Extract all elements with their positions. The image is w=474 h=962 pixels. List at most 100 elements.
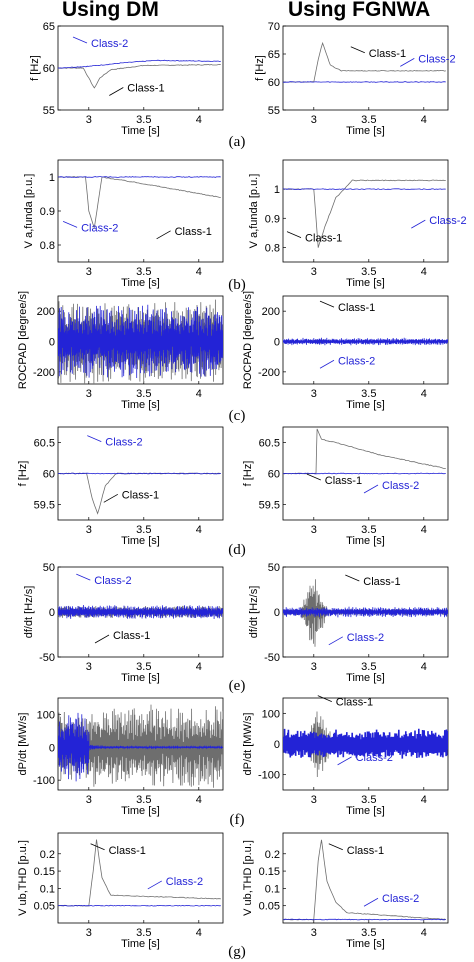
x-tick-label: 3 (311, 266, 317, 278)
y-tick-label: 0.05 (34, 901, 55, 913)
y-tick-label: 0 (274, 337, 280, 349)
series-line-class-2 (58, 176, 221, 178)
annotation-arrow (147, 880, 162, 890)
annotation-label: Class-1 (305, 233, 342, 245)
x-axis-label: Time [s] (121, 125, 160, 137)
y-tick-label: 0.15 (259, 866, 280, 878)
chart-f-left: 3 3.5 4 -100 0 100 Time [s] dP/dt [MW/s] (17, 697, 224, 817)
annotation-arrow (62, 221, 78, 228)
plot-area (283, 579, 448, 647)
plot-area (58, 704, 223, 788)
x-tick-label: 3.5 (361, 524, 376, 536)
y-axis-label: dP/dt [MW/s] (17, 713, 29, 776)
annotation-label: Class-1 (338, 302, 375, 314)
plot-area (283, 179, 446, 248)
x-axis-label: Time [s] (346, 805, 385, 817)
y-axis-label: f [Hz] (17, 461, 29, 487)
annotation-arrow (72, 36, 88, 44)
y-tick-label: 0 (49, 337, 55, 349)
x-axis-label: Time [s] (346, 125, 385, 137)
annotation-arrow (400, 58, 415, 67)
x-axis-label: Time [s] (121, 672, 160, 684)
x-tick-label: 3.5 (361, 388, 376, 400)
series-line-class-2 (283, 606, 448, 618)
annotation-arrow (337, 756, 352, 766)
annotation-label: Class-2 (382, 893, 419, 905)
y-tick-label: 59.5 (34, 500, 55, 512)
plot-area (283, 428, 446, 475)
x-tick-label: 3 (311, 388, 317, 400)
y-tick-label: 0.2 (40, 849, 55, 861)
y-tick-label: -200 (33, 367, 55, 379)
y-tick-label: 60.5 (259, 438, 280, 450)
annotation-arrow (156, 230, 171, 240)
row-label-e: (e) (228, 678, 246, 694)
y-tick-label: 200 (262, 306, 280, 318)
column-title-dm: Using DM (62, 0, 159, 21)
chart-g-right: 3 3.5 4 0.05 0.1 0.15 0.2 Time [s] V ub,THD [p.u… (242, 832, 449, 950)
annotation-arrow (103, 493, 118, 503)
plot-area (58, 839, 221, 907)
y-tick-label: 0 (49, 742, 55, 754)
x-tick-label: 3 (86, 114, 92, 126)
y-tick-label: 65 (43, 21, 55, 33)
annotation-label: Class-1 (175, 226, 212, 238)
x-tick-label: 3 (311, 524, 317, 536)
plot-area (58, 59, 221, 89)
annotation-label: Class-2 (382, 480, 419, 492)
y-tick-label: 0.8 (40, 240, 55, 252)
annotation-arrow (345, 574, 360, 582)
row-label-d: (d) (228, 542, 246, 558)
y-tick-label: 1 (274, 184, 280, 196)
y-tick-label: 59.5 (259, 500, 280, 512)
series-line-class-2 (58, 604, 223, 620)
plot-frame (57, 159, 224, 263)
y-tick-label: -50 (264, 652, 280, 664)
annotation-arrow (319, 359, 335, 369)
y-tick-label: 60.5 (34, 438, 55, 450)
x-axis-label: Time [s] (121, 277, 160, 289)
annotation-arrow (76, 573, 91, 581)
annotation-label: Class-1 (363, 576, 400, 588)
plot-area (283, 337, 448, 346)
series-line-class-2 (283, 337, 448, 346)
annotation-label: Class-1 (113, 630, 150, 642)
y-tick-label: 60 (43, 63, 55, 75)
annotation-label: Class-2 (347, 632, 384, 644)
chart-d-right: 3 3.5 4 59.5 60 60.5 Time [s] f [Hz] Class-1 Clas… (242, 426, 449, 547)
plot-area (58, 472, 221, 515)
row-label-f: (f) (229, 812, 245, 828)
y-tick-label: 0.1 (40, 883, 55, 895)
x-tick-label: 3 (311, 794, 317, 806)
chart-c-left: 3 3.5 4 -200 0 200 Time [s] ROCPAD [degree/s] (17, 291, 224, 411)
series-line-class-2 (58, 712, 223, 782)
annotation-label: Class-2 (94, 575, 131, 587)
y-tick-label: 0.05 (259, 901, 280, 913)
plot-area (58, 604, 223, 620)
annotation-arrow (286, 231, 302, 238)
series-line-class-2 (58, 304, 223, 379)
annotation-arrow (319, 300, 335, 308)
x-tick-label: 3 (311, 661, 317, 673)
x-tick-label: 4 (421, 661, 427, 673)
y-axis-label: df/dt [Hz/s] (23, 586, 35, 639)
plot-frame (282, 25, 449, 111)
x-axis-label: Time [s] (346, 535, 385, 547)
x-tick-label: 3.5 (136, 524, 151, 536)
chart-c-right: 3 3.5 4 -200 0 200 Time [s] ROCPAD [degree/s] Cl… (242, 291, 449, 411)
annotation-arrow (87, 435, 102, 442)
annotation-arrow (328, 636, 343, 646)
y-tick-label: 100 (37, 709, 55, 721)
x-tick-label: 3.5 (361, 114, 376, 126)
x-tick-label: 4 (421, 794, 427, 806)
plot-area (283, 41, 446, 83)
x-tick-label: 4 (196, 114, 202, 126)
x-tick-label: 4 (196, 266, 202, 278)
x-tick-label: 3 (86, 927, 92, 939)
series-line-class-2 (283, 728, 448, 759)
y-tick-label: 1 (49, 172, 55, 184)
chart-a-right: 3 3.5 4 55 60 65 70 Time [s] f [Hz] Class-1 Class-… (254, 21, 456, 137)
x-tick-label: 3 (311, 927, 317, 939)
x-tick-label: 4 (196, 524, 202, 536)
